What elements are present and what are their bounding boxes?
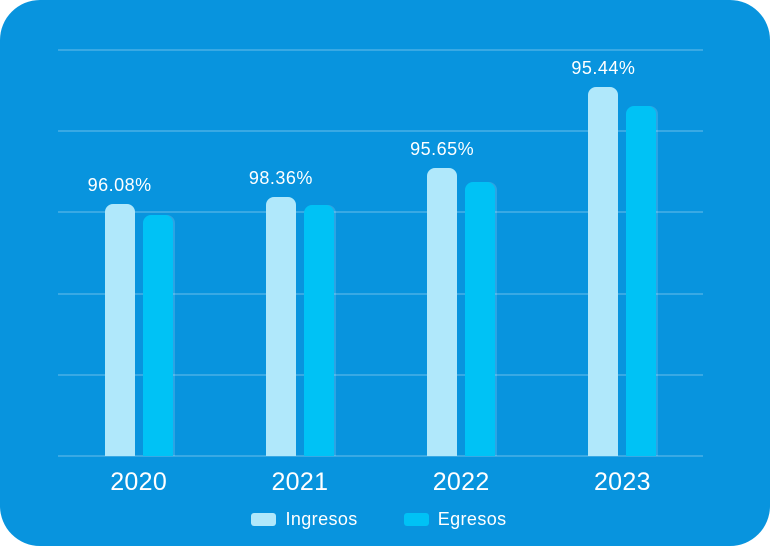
bar-ingresos-2022[interactable] [427,168,458,456]
gridline-1 [58,130,703,133]
bar-label-2021: 98.36% [248,167,313,188]
legend-swatch-ingresos-icon [251,512,277,526]
bar-egresos-2023[interactable] [626,106,657,456]
gridline-0 [58,49,703,51]
legend-item-ingresos[interactable]: Ingresos [251,509,357,530]
bar-egresos-2020[interactable] [142,214,173,456]
legend-item-egresos[interactable]: Egresos [403,508,507,530]
gridline-4 [58,373,703,376]
bar-label-2022: 95.65% [410,139,475,160]
bar-label-2023: 95.44% [571,57,636,78]
x-axis-label-2022: 2022 [432,468,490,496]
x-axis-label-2023: 2023 [593,468,651,496]
legend-swatch-egresos-icon [403,512,429,526]
chart-legend: Ingresos Egresos [0,508,758,530]
bar-ingresos-2023[interactable] [588,86,619,456]
legend-label-ingresos: Ingresos [285,508,358,529]
x-axis-label-2020: 2020 [110,468,168,496]
x-axis-label-2021: 2021 [271,468,329,496]
gridline-2 [58,211,703,214]
legend-label-egresos: Egresos [437,508,507,529]
bar-label-2020: 96.08% [87,174,152,195]
bar-ingresos-2021[interactable] [265,196,296,456]
gridline-5 [58,455,703,457]
gridline-3 [58,292,703,295]
bar-ingresos-2020[interactable] [104,203,135,456]
plot-area: 96.08% 2020 98.36% 2021 95.65% 2022 95.44% 2023 [58,49,703,496]
bar-egresos-2021[interactable] [303,205,334,456]
bar-egresos-2022[interactable] [465,181,496,456]
